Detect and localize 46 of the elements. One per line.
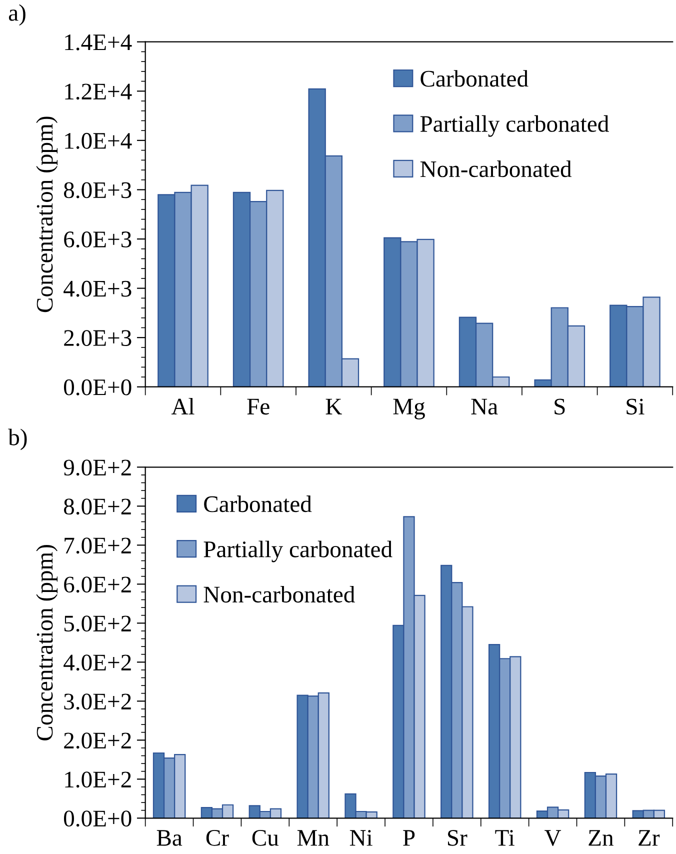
y-tick-label: 6.0E+3 bbox=[64, 231, 132, 248]
legend-label: Non-carbonated bbox=[204, 586, 355, 603]
legend-label: Carbonated bbox=[204, 496, 312, 512]
y-axis-title: Concentration (ppm) bbox=[36, 544, 58, 740]
x-tick-label: Mn bbox=[297, 830, 330, 846]
x-tick-label: Ti bbox=[495, 830, 514, 846]
x-tick-label: Fe bbox=[247, 398, 270, 415]
y-tick-label: 1.2E+4 bbox=[65, 84, 132, 100]
y-tick-label: 6.0E+2 bbox=[64, 576, 131, 593]
x-tick-label: P bbox=[403, 830, 415, 846]
y-tick-label: 3.0E+2 bbox=[64, 694, 131, 710]
x-tick-label: S bbox=[554, 398, 565, 415]
x-tick-label: Mg bbox=[393, 398, 425, 420]
legend-label: Non-carbonated bbox=[420, 160, 572, 178]
x-tick-label: Zr bbox=[638, 830, 660, 846]
x-tick-label: V bbox=[544, 830, 562, 846]
legend-label: Partially carbonated bbox=[204, 540, 392, 562]
y-tick-label: 2.0E+3 bbox=[64, 330, 132, 346]
y-tick-label: 1.0E+2 bbox=[65, 772, 131, 788]
legend-label: Partially carbonated bbox=[420, 115, 609, 137]
x-tick-label: Cr bbox=[206, 830, 229, 846]
y-tick-label: 1.4E+4 bbox=[65, 34, 132, 50]
x-tick-label: K bbox=[326, 398, 342, 414]
y-tick-label: 5.0E+2 bbox=[64, 616, 131, 632]
x-tick-label: Si bbox=[626, 398, 644, 415]
y-axis-title: Concentration (ppm) bbox=[36, 116, 58, 312]
x-tick-label: Ba bbox=[156, 830, 182, 846]
x-tick-label: Na bbox=[471, 398, 498, 415]
x-tick-label: Ni bbox=[350, 830, 372, 846]
y-tick-label: 0.0E+0 bbox=[64, 810, 132, 827]
y-tick-label: 2.0E+2 bbox=[64, 732, 131, 749]
x-tick-label: Al bbox=[171, 398, 194, 414]
y-tick-label: 7.0E+2 bbox=[64, 538, 131, 554]
y-tick-label: 4.0E+2 bbox=[64, 654, 131, 671]
y-tick-label: 8.0E+2 bbox=[64, 498, 131, 515]
y-tick-label: 0.0E+0 bbox=[64, 379, 132, 396]
y-tick-label: 4.0E+3 bbox=[64, 280, 132, 297]
legend-label: Carbonated bbox=[420, 70, 528, 87]
y-tick-label: 1.0E+4 bbox=[65, 132, 132, 149]
y-tick-label: 8.0E+3 bbox=[64, 182, 132, 198]
x-tick-label: Cu bbox=[252, 830, 279, 846]
text: a) bbox=[8, 4, 26, 26]
y-tick-label: 9.0E+2 bbox=[64, 460, 131, 476]
x-tick-label: Zn bbox=[588, 830, 614, 846]
text: b) bbox=[8, 428, 27, 450]
x-tick-label: Sr bbox=[448, 830, 468, 846]
